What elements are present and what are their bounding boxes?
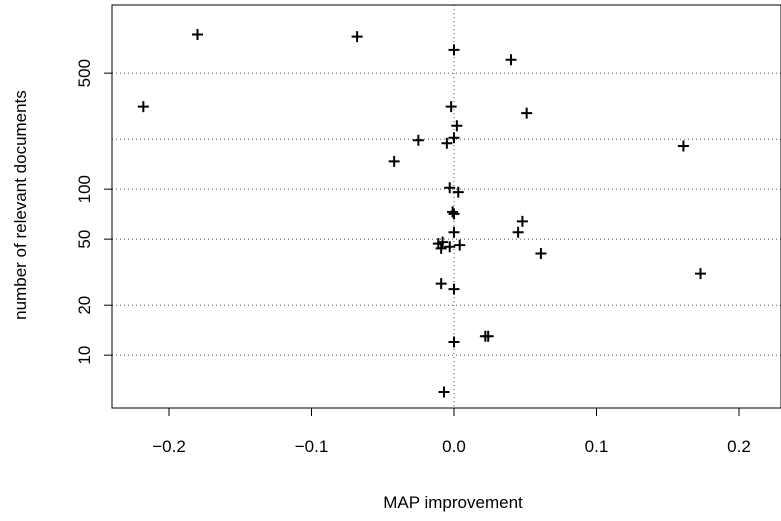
data-point (351, 31, 363, 43)
data-point (438, 386, 450, 398)
data-point (448, 208, 460, 220)
y-tick-label: 20 (75, 296, 94, 315)
data-point (192, 29, 203, 41)
data-points (137, 29, 707, 398)
y-tick-label: 500 (75, 59, 94, 87)
data-point (512, 226, 524, 238)
data-point (454, 239, 466, 251)
y-axis-title: number of relevant documents (11, 90, 30, 320)
x-tick-label: 0.0 (442, 437, 466, 456)
y-tick-label: 100 (75, 175, 94, 203)
y-axis: 10 20 50 100 500 (75, 59, 112, 365)
x-tick-label: 0.1 (585, 437, 609, 456)
data-point (445, 101, 457, 113)
data-point (435, 278, 447, 290)
x-tick-label: −0.1 (295, 437, 329, 456)
x-axis-title: MAP improvement (383, 493, 523, 512)
data-point (388, 155, 400, 167)
data-point (435, 242, 447, 254)
data-point (535, 247, 547, 259)
data-point (516, 215, 528, 227)
x-tick-label: −0.2 (152, 437, 186, 456)
data-point (452, 186, 464, 198)
data-point (482, 330, 494, 342)
data-point (451, 120, 463, 132)
x-tick-label: 0.2 (727, 437, 751, 456)
x-axis: −0.2 −0.1 0.0 0.1 0.2 (152, 408, 751, 456)
data-point (137, 101, 149, 113)
grid (112, 5, 781, 408)
data-point (677, 140, 689, 152)
y-tick-label: 10 (75, 346, 94, 365)
plot-frame (111, 4, 781, 409)
y-tick-label: 50 (75, 230, 94, 249)
data-point (448, 336, 460, 348)
data-point (505, 54, 517, 66)
data-point (441, 137, 453, 149)
data-point (447, 206, 459, 218)
data-point (448, 44, 460, 56)
data-point (444, 182, 456, 194)
data-point (448, 132, 460, 144)
data-point (448, 226, 460, 238)
data-point (695, 268, 707, 280)
data-point (412, 134, 424, 146)
data-point (521, 107, 533, 119)
data-point (448, 283, 460, 295)
data-point (444, 241, 456, 253)
